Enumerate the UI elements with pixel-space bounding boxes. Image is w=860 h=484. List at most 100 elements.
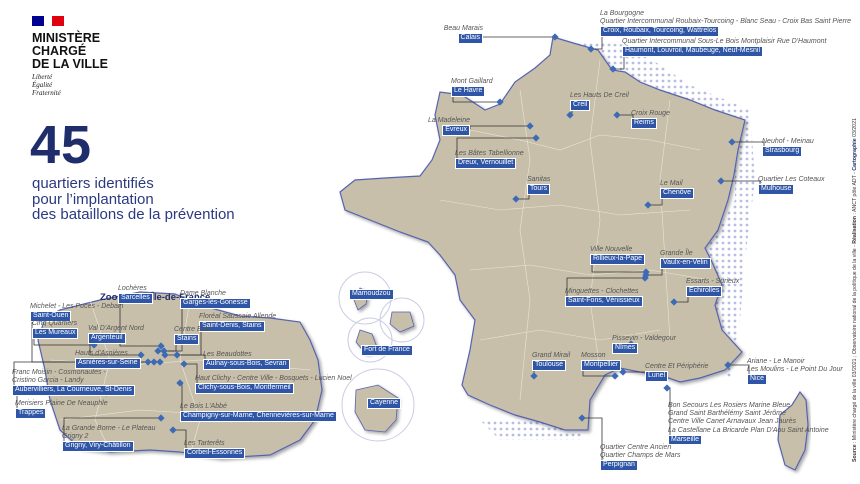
- quartier-name: Les Moulins - Le Point Du Jour: [747, 366, 843, 374]
- city-badge: Saint-Denis, Stains: [199, 321, 265, 332]
- france-label: Grande Île Vaulx-en-Velin: [660, 250, 711, 269]
- france-label: Quartier Centre Ancien Quartier Champs de…: [600, 444, 681, 471]
- france-label: Mamoudzou: [349, 289, 394, 300]
- city-badge: Rillieux-la-Pape: [590, 254, 646, 265]
- quartier-name: Val D'Argent Nord: [88, 325, 144, 332]
- motto: Liberté Égalité Fraternité: [32, 73, 61, 97]
- france-label: Beau Marais Calais: [363, 25, 483, 44]
- france-label: Ville Nouvelle Rillieux-la-Pape: [590, 246, 646, 265]
- city-badge: Creil: [570, 100, 591, 111]
- city-badge: Mulhouse: [758, 184, 795, 195]
- cartography-date: 03/2021: [852, 118, 858, 139]
- city-badge: Chenôve: [660, 188, 695, 199]
- france-label: La Bourgogne Quartier Intercommunal Rouba…: [600, 10, 851, 37]
- location-marker: [161, 351, 169, 359]
- city-badge: Garges-lès-Gonesse: [180, 298, 251, 309]
- location-marker: [670, 298, 678, 306]
- city-badge: Strasbourg: [762, 146, 803, 157]
- city-badge: Saint-Ouen: [30, 311, 72, 322]
- city-badge: Corbeil-Essonnes: [184, 448, 246, 459]
- france-label: Fort de France: [361, 345, 413, 356]
- subtitle-line: pour l’implantation: [32, 190, 154, 208]
- france-label: Essarts - Surieux Echirolles: [686, 278, 739, 297]
- quartier-name: Quartier Intercommunal Sous-Le Bois Mont…: [622, 38, 827, 45]
- realisation-text: : ANCT pôle ADT -: [852, 170, 858, 217]
- idf-label: Lochères Sarcelles: [118, 285, 153, 304]
- france-label: Mont Gaillard Le Havre: [451, 78, 493, 97]
- city-badge: Saint-Fons, Vénissieux: [565, 296, 643, 307]
- quartier-name: Les Hauts De Creil: [570, 92, 629, 99]
- location-marker: [663, 384, 671, 392]
- quartier-name: Quartier Intercommunal Roubaix-Tourcoing…: [600, 18, 852, 26]
- france-label: Minguettes - Clochettes Saint-Fons, Vénis…: [565, 288, 643, 307]
- quartier-name: Grigny 2: [62, 433, 89, 441]
- france-label: Pissevin - Valdegour Nîmes: [612, 335, 676, 354]
- idf-label: Les Tarterêts Corbeil-Essonnes: [184, 440, 246, 459]
- motto-line: Liberté: [32, 73, 53, 81]
- idf-label: Michelet - Les Puces - Debain Saint-Ouen: [30, 303, 123, 322]
- city-badge: Lunel: [645, 371, 669, 382]
- quartier-name: La Bourgogne: [600, 10, 644, 17]
- city-badge: Nîmes: [612, 343, 639, 354]
- city-badge: Fort de France: [361, 345, 413, 356]
- france-label: La Madeleine Evreux: [350, 117, 470, 136]
- quartier-name: Essarts - Surieux: [686, 278, 740, 285]
- quartier-name: Les Bâtes Tabellionne: [455, 150, 524, 157]
- location-marker: [728, 138, 736, 146]
- france-label: Croix Rouge Reims: [631, 110, 670, 129]
- location-marker: [578, 414, 586, 422]
- city-badge: Croix, Roubaix, Tourcoing, Wattrelos: [600, 26, 720, 37]
- quartier-name: Neuhof - Meinau: [762, 138, 814, 145]
- location-marker: [157, 414, 165, 422]
- headline-subtitle: quartiers identifiés pour l’implantation…: [32, 176, 235, 223]
- leader-line: [566, 277, 645, 301]
- quartier-name: Centre Elsa: [174, 326, 211, 333]
- leader-line: [582, 417, 603, 465]
- location-marker: [180, 360, 188, 368]
- city-badge: Haumont, Louvroil, Maubeuge, Neuf-Mesnil: [622, 46, 764, 57]
- quartier-name: Ariane - Le Manoir: [747, 358, 805, 365]
- leader-line: [173, 429, 187, 453]
- quartier-name: Mont Gaillard: [451, 78, 493, 85]
- idf-label: Centre Elsa Stains: [174, 326, 211, 345]
- idf-label: Le Bois L'Abbé Champigny-sur-Marne, Chenn…: [180, 403, 337, 422]
- ministry-line: MINISTÈRE: [32, 31, 101, 45]
- france-label: Bon Secours Les Rosiers Marine Bleue Gran…: [668, 402, 829, 446]
- quartier-name: Centre Et Périphérie: [645, 363, 709, 370]
- city-badge: Toulouse: [532, 360, 567, 371]
- city-badge: Reims: [631, 118, 657, 129]
- location-marker: [717, 177, 725, 185]
- city-badge: Trappes: [15, 408, 47, 419]
- city-badge: Clichy-sous-Bois, Montfermeil: [195, 383, 294, 394]
- location-marker: [150, 358, 158, 366]
- quartier-name: Ville Nouvelle: [590, 246, 633, 253]
- quartier-name: Cristino Garcia - Landy: [12, 377, 84, 385]
- city-badge: Aubervilliers, La Courneuve, St-Denis: [12, 385, 135, 396]
- france-label: Cayenne: [367, 398, 402, 409]
- quartier-name: Quartier Les Coteaux: [758, 176, 825, 183]
- france-label: Les Hauts De Creil Creil: [570, 92, 629, 111]
- city-badge: Tours: [527, 184, 551, 195]
- quartier-name: Les Beaudottes: [203, 351, 252, 358]
- city-badge: Asnières-sur-Seine: [75, 358, 141, 369]
- quartier-name: Grand Saint Barthélémy Saint Jérôme: [668, 410, 786, 418]
- city-badge: Dreux, Vernouillet: [455, 158, 517, 169]
- leader-line: [456, 137, 536, 163]
- ministry-name: MINISTÈRE CHARGÉ DE LA VILLE: [32, 32, 108, 71]
- location-marker: [173, 351, 181, 359]
- idf-label: Dame Blanche Garges-lès-Gonesse: [180, 290, 251, 309]
- quartier-name: Minguettes - Clochettes: [565, 288, 639, 295]
- idf-zoom-title: Zoom sur l’Île-de-France: [100, 292, 211, 303]
- idf-label: Les Beaudottes Aulnay-sous-Bois, Sevran: [203, 351, 290, 370]
- cartography-label: Cartographie: [852, 138, 858, 171]
- france-label: Grand Mirail Toulouse: [532, 352, 570, 371]
- guyane: [354, 384, 399, 433]
- city-badge: Marseille: [668, 434, 703, 446]
- idf-label: Haut Clichy - Centre Ville - Bosquets - …: [195, 375, 352, 394]
- france-label: Neuhof - Meinau Strasbourg: [762, 138, 814, 157]
- ministry-line: CHARGÉ: [32, 44, 87, 58]
- city-badge: Vaulx-en-Velin: [660, 258, 711, 269]
- subtitle-line: quartiers identifiés: [32, 175, 154, 192]
- ministry-line: DE LA VILLE: [32, 57, 108, 71]
- leader-line: [184, 363, 198, 388]
